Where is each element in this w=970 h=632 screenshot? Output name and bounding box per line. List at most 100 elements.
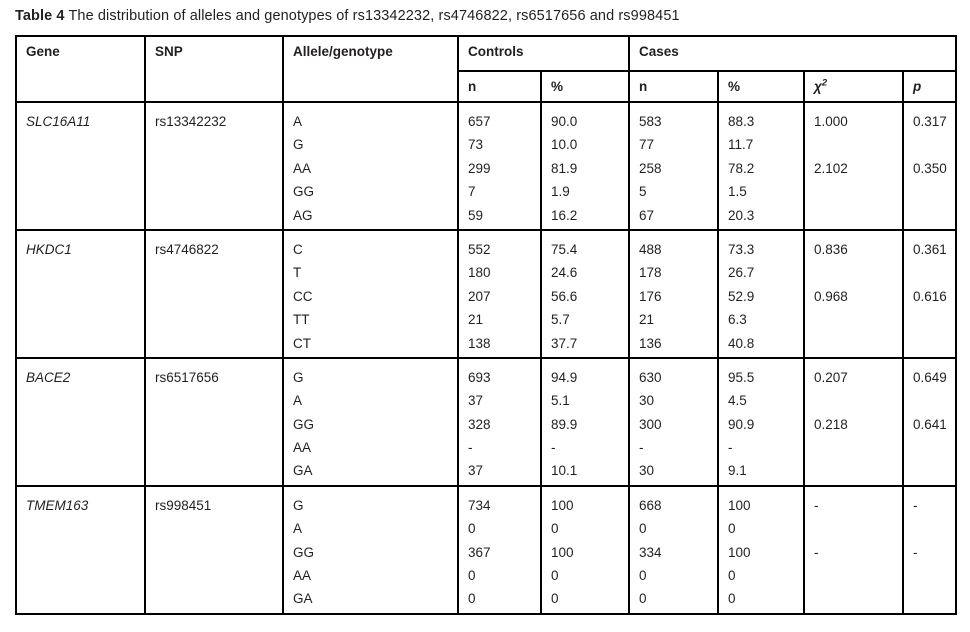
table-header: Gene SNP Allele/genotype Controls Cases … [15,35,958,103]
cell-value: 37.7 [551,335,578,351]
controls-n-cell: 693 37 328 - 37 [457,356,542,487]
cell-value: 56.6 [551,288,578,304]
allele-genotype-cell: G A GG AA GA [282,356,459,487]
cell-value: 89.9 [551,416,578,432]
cell-value: 7 [468,184,476,200]
cell-value: - [551,440,556,456]
chi-square-cell: -- [803,484,904,615]
cases-pct-cell: 100 0 100 0 0 [717,484,805,615]
cell-value: 1.5 [728,184,747,200]
cell-value: 11.7 [728,137,754,153]
cell-value: CT [293,335,311,351]
cell-value: 693 [468,369,491,385]
cell-value: 100 [551,544,574,560]
cell-value [814,459,898,482]
controls-pct-cell: 90.0 10.0 81.9 1.9 16.2 [540,101,630,231]
cell-value: G [293,369,304,385]
chi-square-cell: 0.836 0.968 [803,228,904,359]
cell-value [913,261,951,284]
cell-value [913,517,951,540]
cases-pct-cell: 95.5 4.5 90.9 - 9.1 [717,356,805,487]
cell-value: 0 [468,521,476,537]
cell-value: A [293,521,303,537]
cell-value: AG [293,207,313,223]
cases-n-cell: 630 30 300 - 30 [628,356,719,487]
allele-genotype-table: Gene SNP Allele/genotype Controls Cases … [15,35,958,615]
p-value-cell: 0.361 0.616 [901,228,958,359]
cell-value: 180 [468,265,491,281]
header-controls-n: n [457,70,542,103]
cell-value: 81.9 [551,160,578,176]
cell-value: 0 [468,591,476,607]
cell-value: 1.9 [551,184,570,200]
cell-value: 10.0 [551,137,578,153]
cell-value: 0 [551,521,559,537]
cell-value: 88.3 [728,114,755,129]
header-p-value: p [901,70,958,103]
cell-value: - [913,497,918,513]
cell-value [814,261,898,284]
cell-value [814,587,898,610]
cell-value: C [293,241,303,257]
cell-value [913,459,951,482]
cell-value: - [814,497,819,513]
cell-value: - [468,440,473,456]
gene-name: HKDC1 [26,241,72,257]
allele-genotype-cell: G A GG AA GA [282,484,459,615]
cell-value: - [814,544,819,560]
gene-cell: BACE2 [15,356,146,487]
p-symbol: p [913,79,922,94]
header-chi-square: χ2 [803,70,904,103]
cell-value: 334 [639,544,662,560]
p-value-cell: 0.317 0.350 [901,101,958,231]
cell-value: 73.3 [728,241,755,257]
cell-value [913,332,951,355]
cell-value: 0.218 [814,416,848,432]
cell-value: AA [293,568,312,584]
gene-block-row: BACE2 rs6517656 G A GG AA GA 693 37 328 - 37 94.9 5.1… [15,356,958,487]
cell-value: 0 [639,521,647,537]
snp-id: rs6517656 [155,369,219,385]
controls-pct-cell: 100 0 100 0 0 [540,484,630,615]
cell-value [913,133,951,156]
cell-value: TT [293,312,310,328]
cell-value: 207 [468,288,491,304]
cell-value: 5 [639,184,647,200]
cell-value [913,204,951,227]
cell-value: 30 [639,393,655,409]
cell-value: 77 [639,137,655,153]
cell-value: 16.2 [551,207,578,223]
cell-value: - [728,440,733,456]
table-caption-label: Table 4 [15,8,65,24]
cell-value: 0.649 [913,369,947,385]
cell-value: CC [293,288,313,304]
cell-value: 488 [639,241,662,257]
cell-value: - [639,440,644,456]
cell-value: 78.2 [728,160,755,176]
allele-genotype-cell: A G AA GG AG [282,101,459,231]
p-value-cell: 0.649 0.641 [901,356,958,487]
cases-n-cell: 668 0 334 0 0 [628,484,719,615]
cell-value [913,389,951,412]
cell-value: 21 [639,312,655,328]
cell-value: 328 [468,416,491,432]
snp-id: rs998451 [155,497,212,513]
table-body: SLC16A11 rs13342232 A G AA GG AG 657 73 299 7 59 90.… [15,101,958,615]
cell-value: 0 [639,591,647,607]
snp-cell: rs6517656 [144,356,284,487]
cell-value [814,389,898,412]
cell-value: AA [293,440,312,456]
cell-value: G [293,497,304,513]
cell-value: GA [293,463,313,479]
cell-value: 5.1 [551,393,570,409]
cell-value: 734 [468,497,491,513]
table-caption-text: The distribution of alleles and genotype… [64,8,680,24]
cell-value [814,133,898,156]
cell-value: 136 [639,335,662,351]
header-controls-group: Controls [457,35,630,72]
cell-value: 0.836 [814,241,848,257]
cell-value: 178 [639,265,662,281]
chi-square-cell: 1.000 2.102 [803,101,904,231]
cell-value: 37 [468,393,484,409]
